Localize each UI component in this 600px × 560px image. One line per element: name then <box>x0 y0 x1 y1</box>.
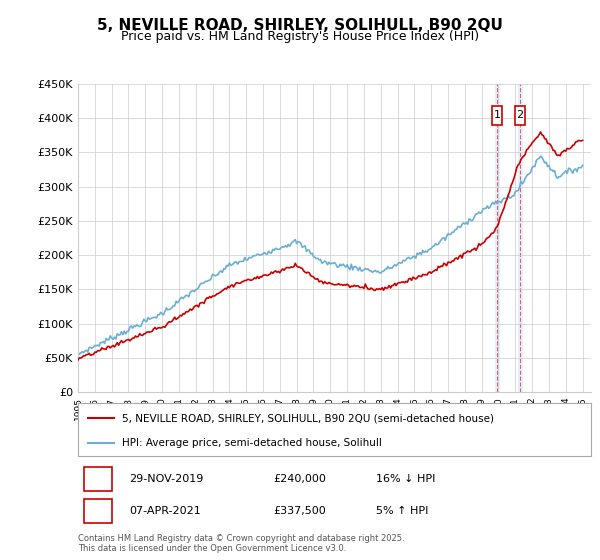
Bar <box>84 499 112 524</box>
Text: 1: 1 <box>494 110 500 120</box>
Text: £337,500: £337,500 <box>273 506 326 516</box>
Bar <box>493 106 502 125</box>
Text: 2: 2 <box>95 506 102 516</box>
Text: 16% ↓ HPI: 16% ↓ HPI <box>376 474 435 484</box>
Text: HPI: Average price, semi-detached house, Solihull: HPI: Average price, semi-detached house,… <box>122 438 382 448</box>
Text: 07-APR-2021: 07-APR-2021 <box>130 506 201 516</box>
Text: 5, NEVILLE ROAD, SHIRLEY, SOLIHULL, B90 2QU: 5, NEVILLE ROAD, SHIRLEY, SOLIHULL, B90 … <box>97 18 503 33</box>
Bar <box>518 84 522 392</box>
Text: Price paid vs. HM Land Registry's House Price Index (HPI): Price paid vs. HM Land Registry's House … <box>121 30 479 43</box>
Bar <box>515 106 524 125</box>
Bar <box>495 84 499 392</box>
Bar <box>84 466 112 491</box>
Text: 5, NEVILLE ROAD, SHIRLEY, SOLIHULL, B90 2QU (semi-detached house): 5, NEVILLE ROAD, SHIRLEY, SOLIHULL, B90 … <box>122 413 494 423</box>
Text: 5% ↑ HPI: 5% ↑ HPI <box>376 506 428 516</box>
Text: 2: 2 <box>516 110 523 120</box>
Text: £240,000: £240,000 <box>273 474 326 484</box>
Text: Contains HM Land Registry data © Crown copyright and database right 2025.
This d: Contains HM Land Registry data © Crown c… <box>78 534 404 553</box>
Text: 1: 1 <box>95 474 102 484</box>
Text: 29-NOV-2019: 29-NOV-2019 <box>130 474 203 484</box>
